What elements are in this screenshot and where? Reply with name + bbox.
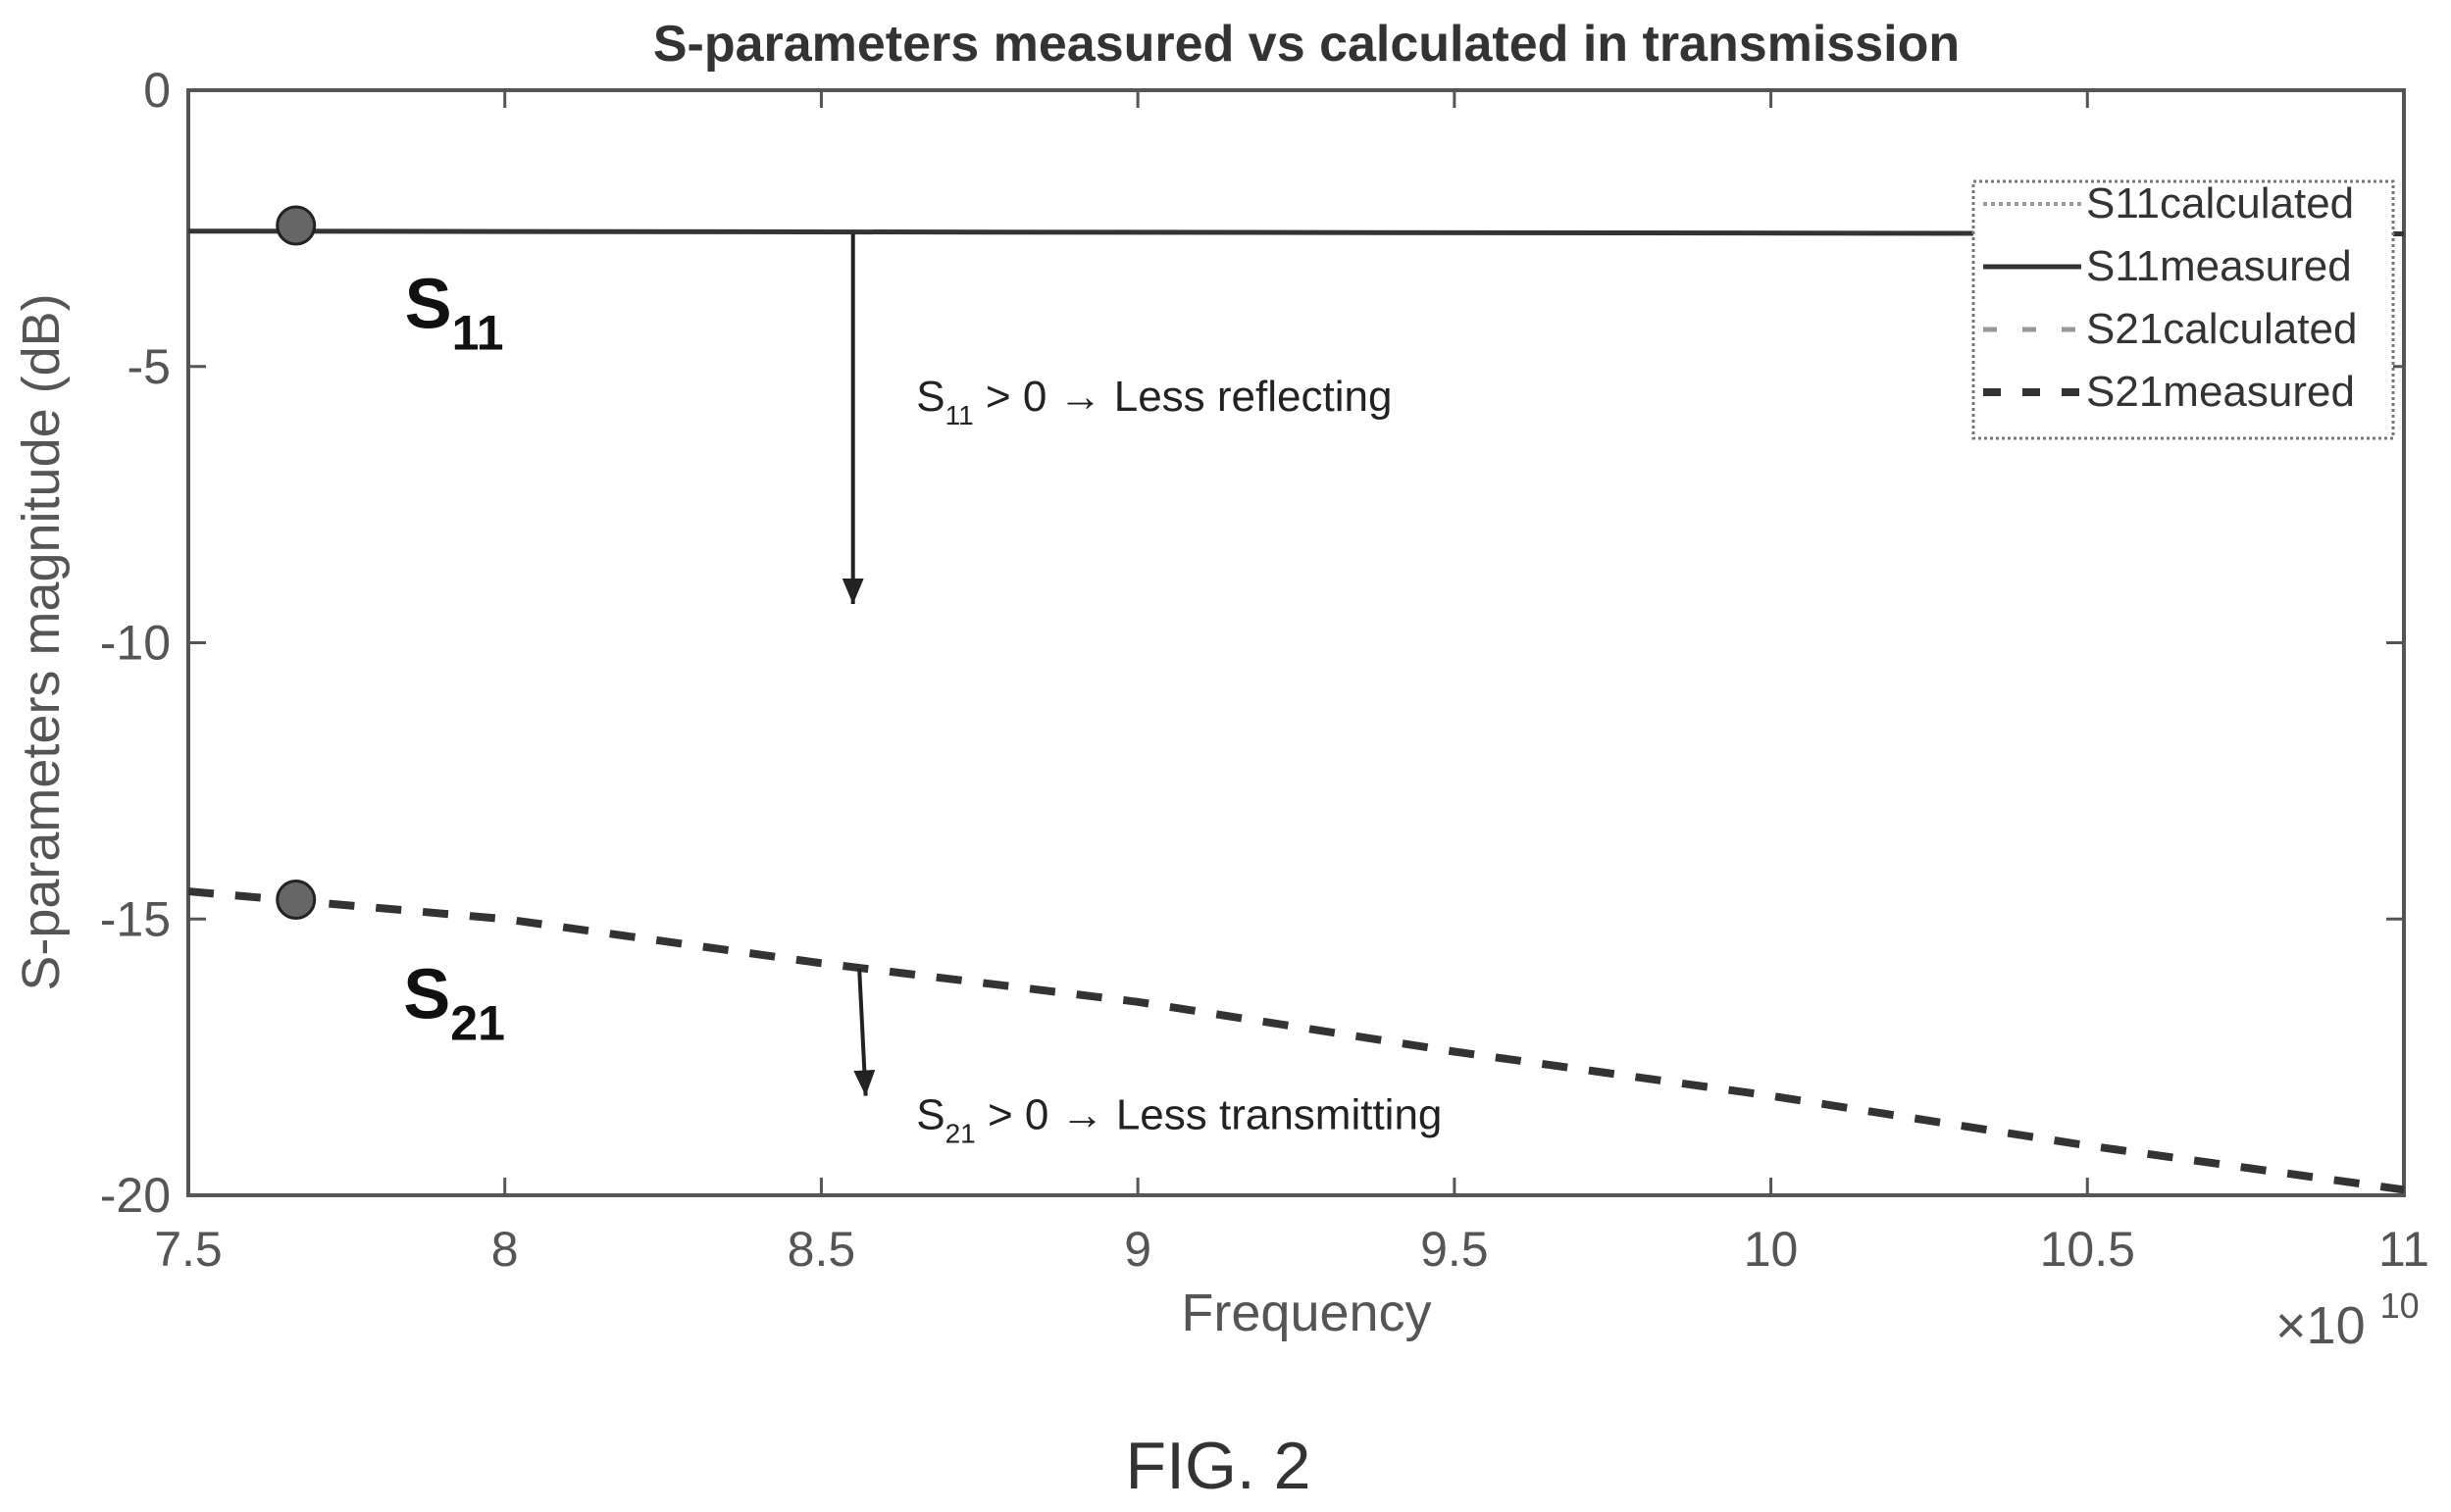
y-ticks: 0 -5 -10 -15 -20 [100, 63, 2404, 1223]
S21-marker [276, 880, 317, 921]
annotation-arrow-head [842, 579, 864, 605]
curve-label: S21 [403, 956, 505, 1051]
annotation-text: S21 > 0 → Less transmitting [916, 1090, 1442, 1148]
annotation-rest: > 0 → Less reflecting [974, 373, 1393, 421]
legend-box [1971, 179, 2395, 440]
x-ticks: 7.5 8 8.5 9 9.5 10 10.5 11 [154, 90, 2429, 1277]
curve-label-sub: 21 [450, 996, 505, 1051]
x-tick-label: 9.5 [1420, 1222, 1489, 1277]
S11-marker [276, 205, 317, 246]
x-tick-label: 11 [2378, 1222, 2429, 1277]
y-axis-label: S-parameters magnitude (dB) [12, 293, 71, 990]
chart-title: S-parameters measured vs calculated in t… [653, 16, 1960, 73]
x-tick-label: 8.5 [788, 1222, 856, 1277]
y-tick-label: -10 [100, 616, 171, 671]
x-tick-label: 10.5 [2040, 1222, 2135, 1277]
y-tick-label: 0 [143, 63, 171, 118]
marker-layer [276, 205, 317, 921]
x-tick-label: 8 [491, 1222, 519, 1277]
x-axis-exponent-power: 10 [2380, 1285, 2420, 1326]
x-tick-label: 7.5 [154, 1222, 223, 1277]
curve-label-main: S [405, 265, 452, 343]
y-tick-label: -5 [128, 339, 171, 394]
x-axis-exponent-base: ×10 [2275, 1296, 2366, 1355]
curve-label-sub: 11 [452, 305, 504, 360]
legend-label-S21calculated: S21calculated [2086, 305, 2357, 353]
arrow-layer [842, 233, 876, 1096]
curve-label-main: S [403, 956, 450, 1034]
series-line-S21measured [187, 887, 2405, 1194]
figure-caption: FIG. 2 [1126, 1429, 1311, 1503]
x-axis-label: Frequency [1181, 1284, 1431, 1342]
x-tick-label: 9 [1124, 1222, 1151, 1277]
annotation-sub: 21 [945, 1118, 976, 1148]
y-tick-label: -15 [100, 891, 171, 946]
annotation-s: S [916, 1090, 945, 1138]
annotation-rest: > 0 → Less transmitting [976, 1090, 1443, 1138]
annotation-s: S [916, 373, 945, 421]
x-tick-label: 10 [1744, 1222, 1799, 1277]
curve-label: S11 [405, 265, 504, 360]
x-axis-exponent: ×10 10 [2275, 1285, 2420, 1355]
annotation-text: S11 > 0 → Less reflecting [916, 373, 1392, 430]
annotation-sub: 11 [945, 400, 974, 430]
y-tick-label: -20 [100, 1168, 171, 1223]
legend-label-S21measured: S21measured [2086, 368, 2355, 416]
legend-label-S11measured: S11measured [2086, 242, 2352, 290]
legend: S11calculated S11measured S21calculated S21… [1971, 179, 2395, 440]
legend-label-S11calculated: S11calculated [2086, 179, 2354, 227]
annotation-arrow-head [853, 1070, 876, 1096]
